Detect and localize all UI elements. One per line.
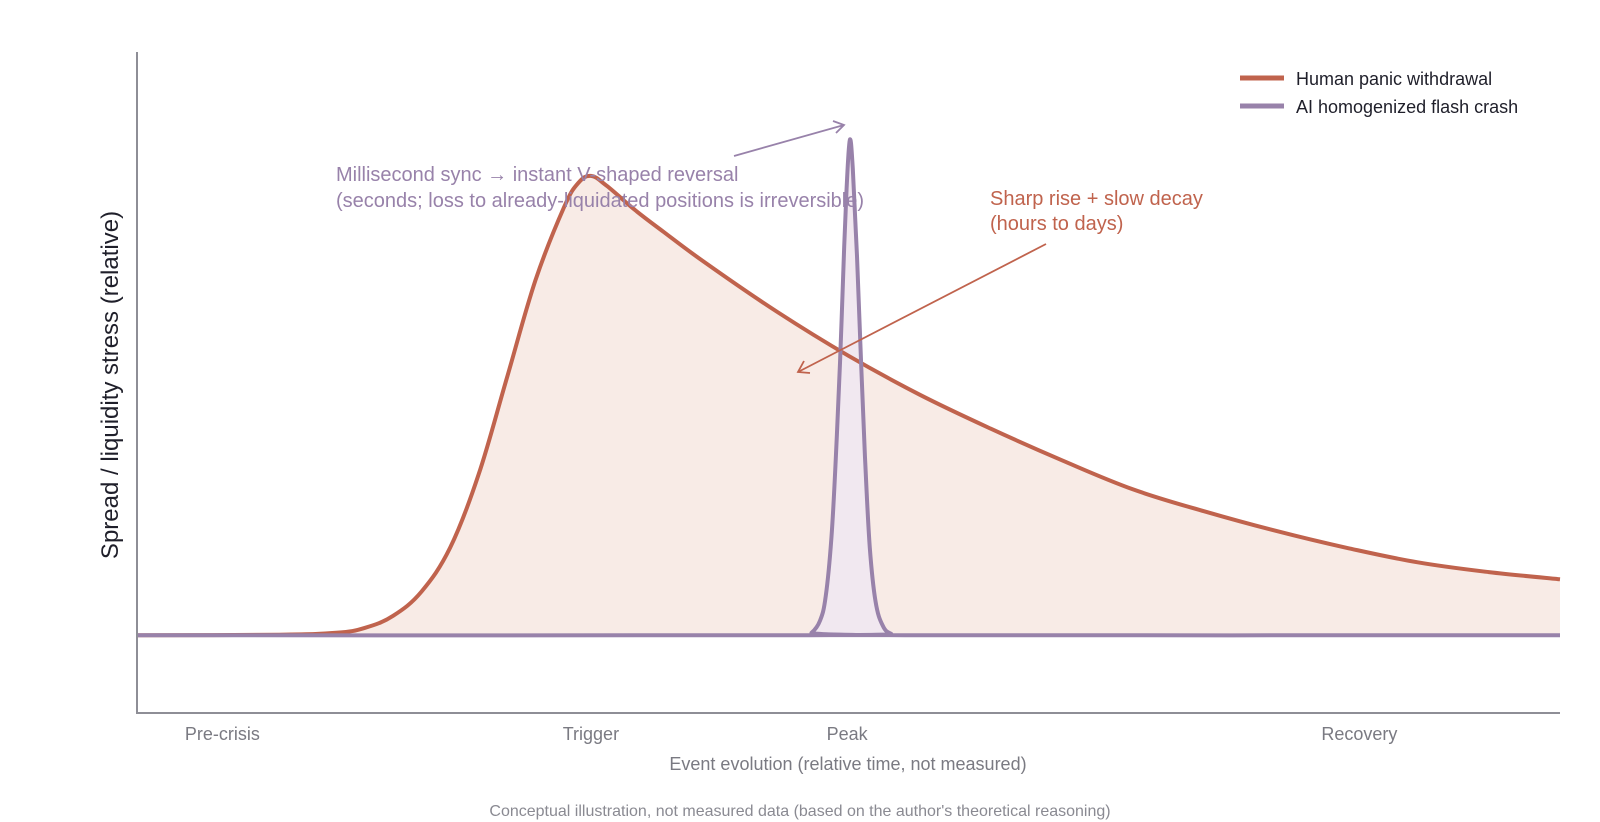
annotation-human-line-1: Sharp rise + slow decay bbox=[990, 188, 1203, 210]
ai-flash-crash-series-line bbox=[136, 137, 1561, 638]
legend: Human panic withdrawal AI homogenized fl… bbox=[1240, 69, 1518, 117]
x-tick-labels: Pre-crisis Trigger Peak Recovery bbox=[185, 724, 1398, 744]
ai-flash-crash-fill-area bbox=[137, 139, 1560, 636]
annotation-ai-line-2: (seconds; loss to already-liquidated pos… bbox=[336, 190, 864, 212]
annotation-human-arrow bbox=[797, 243, 1047, 373]
x-tick-label-pre-crisis: Pre-crisis bbox=[185, 724, 260, 744]
annotation-ai-arrowhead bbox=[832, 120, 846, 134]
annotation-ai-arrow bbox=[733, 124, 845, 157]
x-tick-label-peak: Peak bbox=[827, 724, 869, 744]
human-panic-series-line bbox=[136, 173, 1561, 638]
y-axis-title: Spread / liquidity stress (relative) bbox=[97, 211, 124, 559]
annotation-human: Sharp rise + slow decay (hours to days) bbox=[796, 188, 1203, 374]
annotation-ai-line-1: Millisecond sync → instant V-shaped reve… bbox=[336, 164, 738, 186]
x-axis-title: Event evolution (relative time, not meas… bbox=[669, 754, 1026, 774]
annotation-ai: Millisecond sync → instant V-shaped reve… bbox=[336, 120, 864, 212]
x-tick-label-trigger: Trigger bbox=[563, 724, 619, 744]
annotation-human-line-2: (hours to days) bbox=[990, 213, 1123, 235]
legend-label-human-panic: Human panic withdrawal bbox=[1296, 69, 1492, 89]
x-tick-label-recovery: Recovery bbox=[1321, 724, 1397, 744]
legend-label-ai-flash-crash: AI homogenized flash crash bbox=[1296, 97, 1518, 117]
figure-caption: Conceptual illustration, not measured da… bbox=[489, 803, 1110, 820]
annotation-human-arrowhead bbox=[796, 360, 811, 374]
